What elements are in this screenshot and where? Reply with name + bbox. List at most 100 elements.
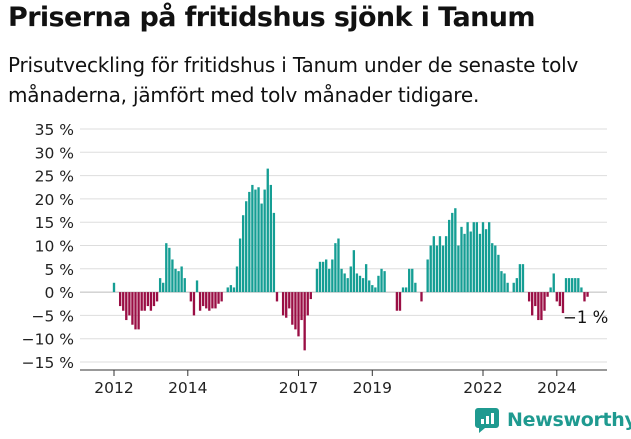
x-axis: 2012 2014 2017 2019 2022 2024	[80, 369, 607, 397]
bar	[426, 259, 429, 293]
bar	[171, 259, 174, 293]
bar	[506, 282, 509, 293]
bar	[583, 292, 586, 302]
bar	[500, 271, 503, 293]
brand-logo: Newsworthy	[474, 407, 631, 433]
bar	[300, 292, 303, 321]
bar	[152, 292, 156, 307]
bar	[491, 243, 494, 293]
bar	[355, 273, 359, 293]
bar	[567, 278, 571, 293]
bar	[131, 292, 134, 325]
y-tick-label: 15 %	[35, 214, 74, 232]
bar	[454, 208, 457, 293]
bar	[183, 278, 186, 293]
bar	[383, 271, 386, 293]
y-tick-label: 0 %	[44, 284, 74, 302]
y-tick-label: 30 %	[35, 144, 74, 162]
y-tick-label: 35 %	[35, 121, 74, 139]
bar	[564, 278, 568, 293]
bar	[411, 268, 414, 293]
bar	[414, 282, 417, 293]
bar	[361, 278, 365, 293]
bar	[180, 266, 183, 293]
bar	[137, 292, 140, 330]
bar	[294, 292, 297, 330]
bar	[263, 189, 266, 293]
newsworthy-logo-icon	[475, 408, 499, 433]
bar	[463, 233, 466, 293]
bar	[118, 292, 122, 307]
bar	[192, 292, 196, 316]
bar	[205, 292, 208, 309]
bar	[146, 292, 150, 307]
bar	[540, 292, 543, 321]
bar	[497, 254, 500, 293]
bar	[380, 268, 383, 293]
bar	[472, 222, 475, 293]
bar	[269, 184, 272, 293]
bar	[374, 287, 377, 293]
bar	[395, 292, 399, 311]
y-tick-label: −15 %	[22, 354, 74, 372]
bar	[475, 222, 479, 293]
y-tick-label: −10 %	[22, 331, 74, 349]
bar	[248, 191, 251, 293]
bar	[543, 292, 546, 311]
bar	[202, 292, 205, 307]
bar	[580, 287, 583, 293]
bar	[503, 273, 506, 293]
x-tick-label: 2022	[463, 379, 502, 397]
bar	[432, 236, 435, 293]
bar	[401, 287, 405, 293]
bar	[251, 184, 254, 293]
bar	[398, 292, 402, 311]
bar	[125, 292, 128, 321]
bar	[521, 264, 525, 293]
bar	[174, 268, 177, 293]
bar	[168, 247, 171, 293]
bar	[481, 222, 485, 293]
chart-subtitle: Prisutveckling för fritidshus i Tanum un…	[8, 53, 579, 107]
bar	[447, 219, 451, 293]
bar	[438, 236, 442, 293]
bar	[586, 292, 589, 297]
bar	[220, 292, 223, 302]
bar	[134, 292, 137, 330]
bar	[574, 278, 577, 293]
x-tick-label: 2024	[537, 379, 576, 397]
y-tick-label: 20 %	[35, 191, 74, 209]
bar	[531, 292, 534, 316]
bar	[331, 259, 334, 293]
x-tick-label: 2012	[94, 379, 133, 397]
bar	[128, 292, 131, 316]
bar	[165, 243, 168, 293]
bar	[466, 222, 469, 293]
bar	[245, 201, 248, 293]
bar	[275, 292, 279, 302]
y-tick-label: 5 %	[44, 261, 74, 279]
y-axis-labels: 35 % 30 % 25 % 20 % 15 % 10 % 5 % 0 % −5 % −10 % −…	[22, 121, 74, 372]
bar	[377, 275, 380, 293]
bar	[487, 222, 491, 293]
bar	[460, 226, 463, 293]
bar	[112, 282, 116, 293]
bar	[229, 285, 233, 293]
bar	[552, 273, 555, 293]
gridlines	[80, 128, 607, 363]
bar	[211, 292, 214, 309]
bar	[534, 292, 537, 307]
bar	[429, 245, 432, 293]
bar	[420, 292, 423, 302]
bar	[318, 261, 322, 293]
bar	[297, 292, 300, 337]
bar	[334, 243, 337, 293]
bar	[254, 189, 257, 293]
bar	[306, 292, 309, 316]
x-tick-label: 2014	[168, 379, 207, 397]
bar	[518, 264, 522, 293]
bar	[177, 271, 180, 293]
bar	[435, 245, 439, 293]
bar	[122, 292, 125, 311]
